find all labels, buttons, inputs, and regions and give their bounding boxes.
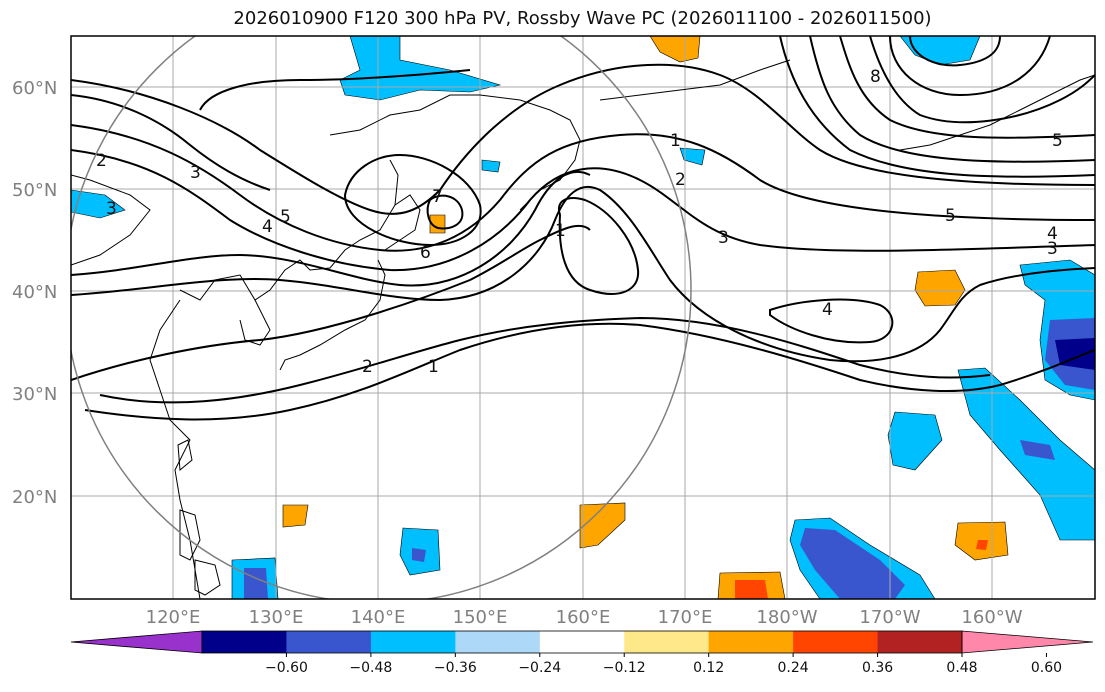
- contour-label: 4: [822, 300, 833, 320]
- contour-label: 1: [670, 131, 681, 151]
- contour-label: 4: [1047, 224, 1058, 244]
- contour-label: 3: [718, 228, 729, 248]
- colorbar-tick-label: 0.24: [778, 660, 809, 676]
- colorbar-tick-label: 0.48: [946, 660, 977, 676]
- contour-label: 1: [555, 221, 566, 241]
- colorbar: −0.60 −0.48 −0.36 −0.24 −0.12 0.12 0.24 0.36 0.4…: [70, 630, 1094, 676]
- colorbar-segment: [624, 631, 710, 653]
- lon-label: 140°E: [351, 607, 406, 628]
- colorbar-segment: [455, 631, 541, 653]
- contour-label: 2: [62, 211, 73, 231]
- colorbar-segment: [539, 631, 625, 653]
- colorbar-frame: [201, 630, 963, 654]
- contour-label: 5: [1052, 131, 1063, 151]
- colorbar-segment: [202, 631, 287, 653]
- lon-label: 160°E: [556, 607, 611, 628]
- contour-label: 5: [945, 206, 956, 226]
- contour-label: 1: [428, 357, 439, 377]
- lat-label: 40°N: [12, 282, 57, 303]
- lon-label: 170°E: [658, 607, 713, 628]
- contour-label: 5: [280, 207, 291, 227]
- lon-label: 130°E: [249, 607, 304, 628]
- map-frame: [70, 35, 1096, 600]
- contour-label: 4: [262, 217, 273, 237]
- lon-label: 150°E: [453, 607, 508, 628]
- lon-label: 120°E: [146, 607, 201, 628]
- range-circle: [71, 36, 692, 599]
- contour-label: 3: [106, 199, 117, 219]
- colorbar-tick-label: 0.36: [862, 660, 893, 676]
- contour-label: 2: [362, 357, 373, 377]
- contour-label: 6: [420, 243, 431, 263]
- colorbar-tick-label: −0.60: [265, 660, 308, 676]
- lat-label: 20°N: [12, 487, 57, 508]
- colorbar-tick-label: 0.12: [693, 660, 724, 676]
- lat-label: 30°N: [12, 384, 57, 405]
- lon-label: 180°W: [756, 607, 817, 628]
- colorbar-tick-label: −0.12: [603, 660, 646, 676]
- contour-label: 8: [870, 67, 881, 87]
- colorbar-tick-label: −0.36: [434, 660, 477, 676]
- colorbar-segment: [370, 631, 456, 653]
- lat-label: 50°N: [12, 180, 57, 201]
- map-title: 2026010900 F120 300 hPa PV, Rossby Wave …: [233, 8, 932, 29]
- contour-label: 3: [1047, 239, 1058, 259]
- colorbar-segment: [877, 631, 963, 653]
- lon-label: 160°W: [961, 607, 1022, 628]
- colorbar-tick-label: 0.60: [1031, 660, 1062, 676]
- colorbar-extend-low: [70, 630, 203, 654]
- pv-contours: [71, 36, 1095, 421]
- colorbar-tick-label: −0.24: [518, 660, 561, 676]
- contour-label: 3: [190, 163, 201, 183]
- lon-label: 170°W: [859, 607, 920, 628]
- colorbar-segment: [708, 631, 794, 653]
- contour-label: 2: [96, 151, 107, 171]
- contour-label-group: 1 2 3 4 5 6 7 8 1 2 3 4 5 3 4 2 1 2 3 5: [62, 67, 1063, 377]
- lat-label: 60°N: [12, 78, 57, 99]
- contour-label: 7: [432, 187, 443, 207]
- colorbar-segment: [286, 631, 372, 653]
- colorbar-segment: [793, 631, 879, 653]
- contour-label: 2: [675, 170, 686, 190]
- colorbar-extend-high: [961, 630, 1094, 654]
- colorbar-tick-label: −0.48: [349, 660, 392, 676]
